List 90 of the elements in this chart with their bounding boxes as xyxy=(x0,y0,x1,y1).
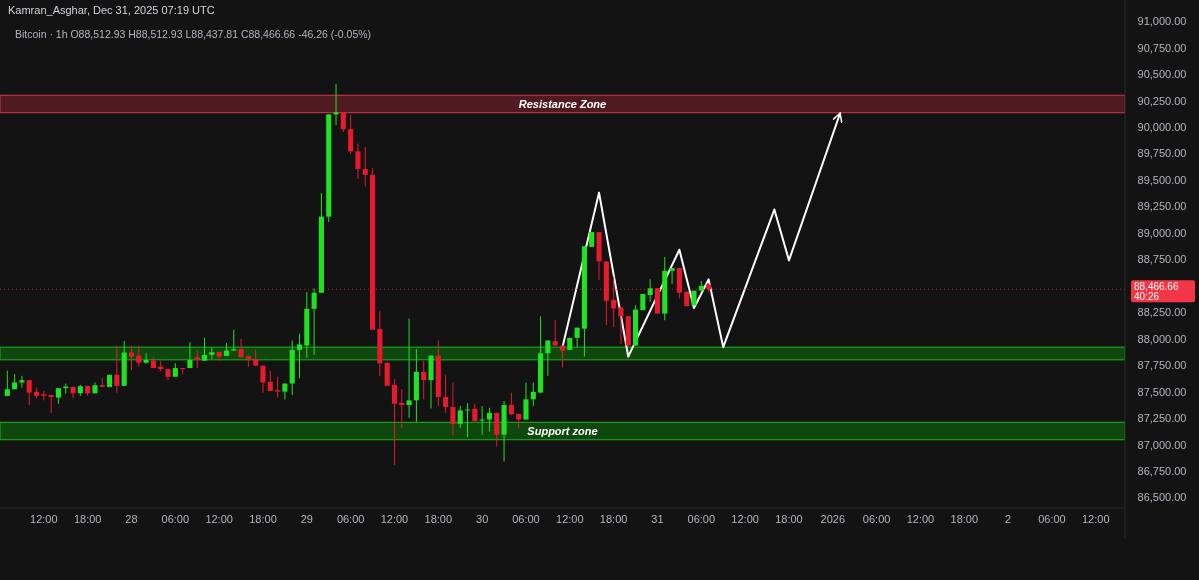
candlestick xyxy=(647,278,653,303)
candlestick xyxy=(231,329,237,352)
band-label: Resistance Zone xyxy=(518,97,607,110)
x-tick-label: 28 xyxy=(125,513,138,525)
y-tick-label: 91,000.00 xyxy=(1137,15,1187,28)
x-tick-label: 12:00 xyxy=(731,513,759,525)
candlestick xyxy=(296,333,303,379)
x-tick-label: 18:00 xyxy=(950,513,979,525)
y-tick-label: 89,250.00 xyxy=(1137,200,1187,213)
candlestick xyxy=(187,341,193,369)
candlestick xyxy=(545,339,551,377)
candlestick xyxy=(362,146,368,187)
x-tick-label: 06:00 xyxy=(1038,513,1066,525)
ref-line-label: 88,466.66 xyxy=(1134,281,1179,293)
candlestick xyxy=(209,347,215,360)
y-tick-label: 87,750.00 xyxy=(1137,359,1187,372)
x-tick-label: 12:00 xyxy=(1082,513,1110,525)
y-tick-label: 88,750.00 xyxy=(1137,253,1187,266)
candlestick xyxy=(4,370,10,397)
y-tick-label: 86,750.00 xyxy=(1137,464,1187,477)
text: Bitcoin · 1h O88,512.93 H88,512.93 L88,437.81 C88,466.66 -46.26 (-0.05%) xyxy=(15,28,372,40)
candlestick xyxy=(391,378,398,466)
candlestick xyxy=(530,381,536,407)
x-tick-label: 18:00 xyxy=(599,513,628,525)
candlestick xyxy=(479,405,485,436)
candlestick xyxy=(348,114,354,155)
x-tick-label: 06:00 xyxy=(862,513,891,525)
candlestick xyxy=(275,376,281,399)
x-tick-label: 18:00 xyxy=(249,513,277,525)
candlestick xyxy=(669,267,675,285)
candlestick xyxy=(421,360,427,400)
x-tick-label: 18:00 xyxy=(424,513,453,525)
y-tick-label: 88,000.00 xyxy=(1137,332,1187,345)
x-tick-label: 31 xyxy=(651,513,664,525)
candlestick xyxy=(267,370,273,392)
candlestick xyxy=(552,319,558,347)
candlestick xyxy=(406,318,412,419)
y-tick-label: 90,000.00 xyxy=(1137,121,1187,133)
x-tick-label: 06:00 xyxy=(336,513,365,525)
candlestick xyxy=(114,345,120,394)
y-tick-label: 89,750.00 xyxy=(1137,147,1187,160)
x-tick-label: 12:00 xyxy=(205,513,233,525)
candlestick xyxy=(457,405,463,429)
candlestick xyxy=(464,402,471,438)
candlestick xyxy=(450,381,456,436)
candlestick xyxy=(48,394,54,414)
x-tick-label: 06:00 xyxy=(687,513,716,525)
candlestick xyxy=(618,306,624,345)
x-tick-label: 12:00 xyxy=(906,513,935,525)
candlestick xyxy=(340,111,346,133)
candlestick xyxy=(70,386,76,399)
x-tick-label: 18:00 xyxy=(775,513,803,525)
candlestick xyxy=(26,379,32,406)
candlestick xyxy=(128,345,135,371)
candlestick xyxy=(201,337,208,362)
candlestick xyxy=(399,388,405,429)
candlestick xyxy=(523,381,529,421)
candlestick xyxy=(333,83,339,126)
y-tick-label: 87,250.00 xyxy=(1137,412,1187,425)
candlestick xyxy=(136,345,142,368)
x-tick-label: 29 xyxy=(300,513,313,525)
x-tick-label: 12:00 xyxy=(380,513,409,525)
chart-title: Kamran_Asghar, Dec 31, 2025 07:19 UTC xyxy=(8,4,215,16)
y-tick-label: 87,500.00 xyxy=(1137,385,1187,398)
x-tick-label: 2 xyxy=(1005,513,1012,525)
text: 40:26 xyxy=(1134,291,1160,303)
y-tick-label: 87,000.00 xyxy=(1137,438,1187,451)
candlestick xyxy=(494,412,500,447)
x-tick-label: 12:00 xyxy=(30,513,58,525)
candlestick xyxy=(355,143,361,180)
y-tick-label: 86,500.00 xyxy=(1137,491,1187,504)
candlestick xyxy=(443,374,449,414)
y-tick-label: 89,000.00 xyxy=(1137,226,1187,239)
candlestick xyxy=(486,407,492,432)
candlestick xyxy=(611,276,617,328)
x-tick-label: 06:00 xyxy=(161,513,190,525)
candlestick xyxy=(311,287,317,356)
y-tick-label: 90,500.00 xyxy=(1137,68,1187,81)
x-tick-label: 2026 xyxy=(820,513,846,525)
band-label: Support zone xyxy=(527,425,598,438)
candlestick xyxy=(260,365,266,394)
candlestick xyxy=(143,352,149,365)
y-tick-label: 90,750.00 xyxy=(1137,41,1187,54)
x-tick-label: 06:00 xyxy=(512,513,540,525)
y-tick-label: 89,500.00 xyxy=(1137,173,1187,186)
y-tick-label: 90,250.00 xyxy=(1137,94,1187,107)
y-tick-label: 88,250.00 xyxy=(1137,306,1187,319)
x-tick-label: 18:00 xyxy=(73,513,102,525)
x-tick-label: 12:00 xyxy=(556,513,584,525)
x-tick-label: 30 xyxy=(476,513,489,525)
